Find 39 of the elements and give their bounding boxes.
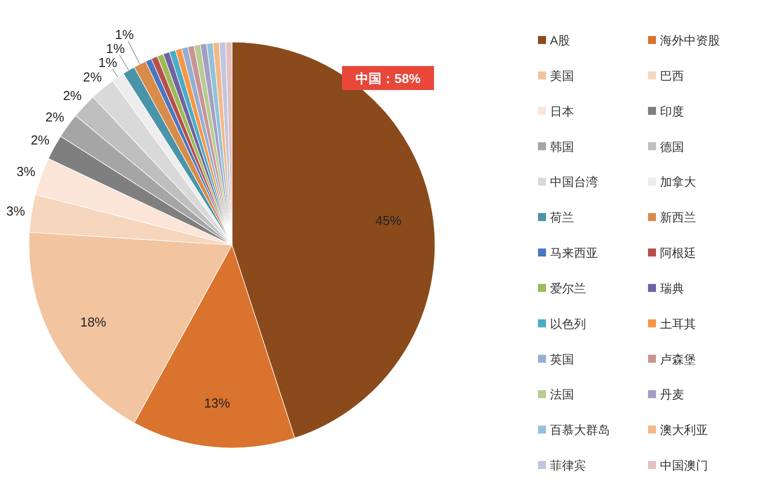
legend-label: 加拿大 xyxy=(660,175,696,190)
legend-label: 中国澳门 xyxy=(660,458,708,472)
legend-label: 巴西 xyxy=(660,68,684,83)
legend-label: 阿根廷 xyxy=(660,246,696,260)
data-label: 1% xyxy=(98,55,118,70)
text: 中国：58% xyxy=(355,71,421,86)
legend-label: 马来西亚 xyxy=(550,246,598,260)
data-label: 45% xyxy=(375,213,402,228)
legend-label: 爱尔兰 xyxy=(550,281,586,296)
legend-label: 菲律宾 xyxy=(550,458,586,472)
data-label: 1% xyxy=(115,26,134,42)
data-label: 13% xyxy=(204,396,231,411)
data-label: 18% xyxy=(80,314,107,330)
data-label: 1% xyxy=(106,40,126,56)
legend-label: 德国 xyxy=(660,140,684,154)
legend-label: 瑞典 xyxy=(660,281,684,296)
legend-label: 日本 xyxy=(550,104,574,118)
legend-label: 丹麦 xyxy=(660,388,684,402)
legend-label: 澳大利亚 xyxy=(660,423,708,438)
legend-label: 法国 xyxy=(550,388,574,402)
legend-label: 印度 xyxy=(660,104,684,118)
legend-label: A股 xyxy=(550,34,570,48)
legend-label: 荷兰 xyxy=(550,210,574,225)
legend-label: 海外中资股 xyxy=(660,34,720,48)
data-label: 2% xyxy=(83,69,102,84)
legend-label: 以色列 xyxy=(550,316,586,331)
data-label: 2% xyxy=(30,132,50,148)
legend-label: 美国 xyxy=(550,68,574,83)
legend-label: 百慕大群岛 xyxy=(550,423,610,438)
data-label: 3% xyxy=(6,204,26,219)
data-label: 2% xyxy=(45,109,65,124)
legend-label: 新西兰 xyxy=(660,210,696,225)
legend-label: 英国 xyxy=(550,352,574,366)
legend-label: 韩国 xyxy=(550,140,574,154)
legend-label: 中国台湾 xyxy=(550,175,598,190)
data-label: 2% xyxy=(62,88,82,104)
data-label: 3% xyxy=(16,164,36,179)
legend-label: 卢森堡 xyxy=(660,352,696,366)
legend-label: 土耳其 xyxy=(660,316,696,331)
